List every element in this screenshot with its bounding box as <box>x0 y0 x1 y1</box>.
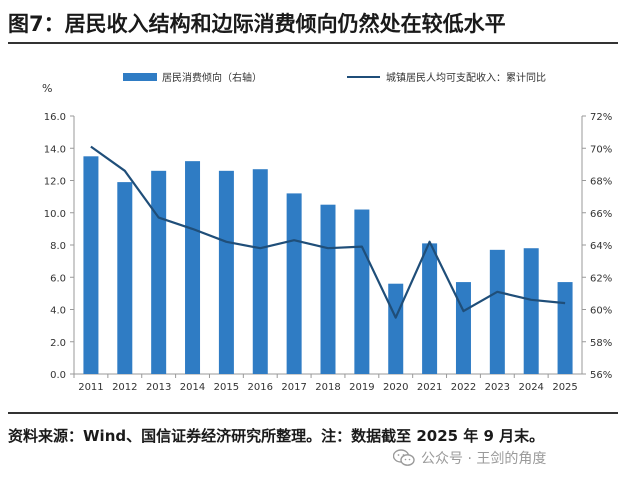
legend: 居民消费倾向（右轴） 城镇居民人均可支配收入：累计同比 <box>123 71 546 84</box>
bar-2021 <box>422 243 438 374</box>
bar-2014 <box>185 161 201 374</box>
bar-2020 <box>388 283 404 374</box>
wechat-icon <box>393 449 415 466</box>
x-axis-labels: 2011 2012 2013 2014 2015 2016 2017 2018 2019 2020… <box>73 374 578 393</box>
bar-2024 <box>523 248 539 374</box>
left-axis-unit: % <box>42 82 52 95</box>
x-tick-label: 2013 <box>146 382 171 393</box>
bar-2018 <box>320 204 336 374</box>
line-series <box>90 145 566 319</box>
x-tick-label: 2015 <box>214 382 239 393</box>
right-tick-label: 66% <box>590 209 612 220</box>
right-tick-label: 64% <box>590 241 612 252</box>
right-tick-label: 56% <box>590 370 612 381</box>
left-tick-label: 0.0 <box>50 370 66 381</box>
x-tick-label: 2017 <box>281 382 306 393</box>
chart-title: 图7：居民收入结构和边际消费倾向仍然处在较低水平 <box>8 12 506 36</box>
x-tick-label: 2011 <box>78 382 103 393</box>
bar-2025 <box>557 282 573 374</box>
x-tick-label: 2016 <box>248 382 273 393</box>
x-tick-label: 2014 <box>180 382 205 393</box>
x-tick-label: 2012 <box>112 382 137 393</box>
combo-chart: 居民消费倾向（右轴） 城镇居民人均可支配收入：累计同比 % 0.0 2.0 4.0 6… <box>42 71 612 393</box>
legend-bar-swatch <box>123 73 157 81</box>
left-tick-label: 4.0 <box>50 306 66 317</box>
bar-series <box>83 156 573 374</box>
x-tick-label: 2023 <box>485 382 510 393</box>
right-tick-label: 68% <box>590 177 612 188</box>
bottom-divider <box>8 412 618 414</box>
bar-2017 <box>286 193 302 374</box>
x-tick-label: 2024 <box>518 382 543 393</box>
bar-2015 <box>218 170 234 374</box>
bar-2012 <box>117 182 133 374</box>
legend-line-label: 城镇居民人均可支配收入：累计同比 <box>386 71 546 84</box>
source-note: 资料来源：Wind、国信证券经济研究所整理。注：数据截至 2025 年 9 月末… <box>8 427 545 445</box>
x-tick-label: 2021 <box>417 382 442 393</box>
bar-2019 <box>354 209 370 374</box>
left-tick-label: 14.0 <box>44 144 66 155</box>
right-tick-label: 72% <box>590 112 612 123</box>
x-tick-label: 2020 <box>383 382 408 393</box>
legend-bar-label: 居民消费倾向（右轴） <box>162 71 262 84</box>
bar-2011 <box>83 156 99 374</box>
right-tick-label: 58% <box>590 338 612 349</box>
left-tick-label: 8.0 <box>50 241 66 252</box>
right-tick-label: 70% <box>590 144 612 155</box>
x-tick-label: 2025 <box>552 382 577 393</box>
bar-2013 <box>151 170 167 374</box>
left-tick-label: 2.0 <box>50 338 66 349</box>
left-tick-label: 16.0 <box>44 112 66 123</box>
left-tick-label: 6.0 <box>50 273 66 284</box>
x-tick-label: 2019 <box>349 382 374 393</box>
x-tick-label: 2018 <box>315 382 340 393</box>
left-tick-label: 10.0 <box>44 209 66 220</box>
bar-2022 <box>455 282 471 374</box>
bar-2023 <box>489 249 505 374</box>
watermark: 公众号 · 王剑的角度 <box>393 448 546 468</box>
top-divider <box>8 42 618 44</box>
right-tick-label: 62% <box>590 273 612 284</box>
left-tick-label: 12.0 <box>44 177 66 188</box>
bar-2016 <box>252 169 268 374</box>
right-tick-label: 60% <box>590 306 612 317</box>
x-tick-label: 2022 <box>451 382 476 393</box>
watermark-text: 公众号 · 王剑的角度 <box>421 451 547 467</box>
